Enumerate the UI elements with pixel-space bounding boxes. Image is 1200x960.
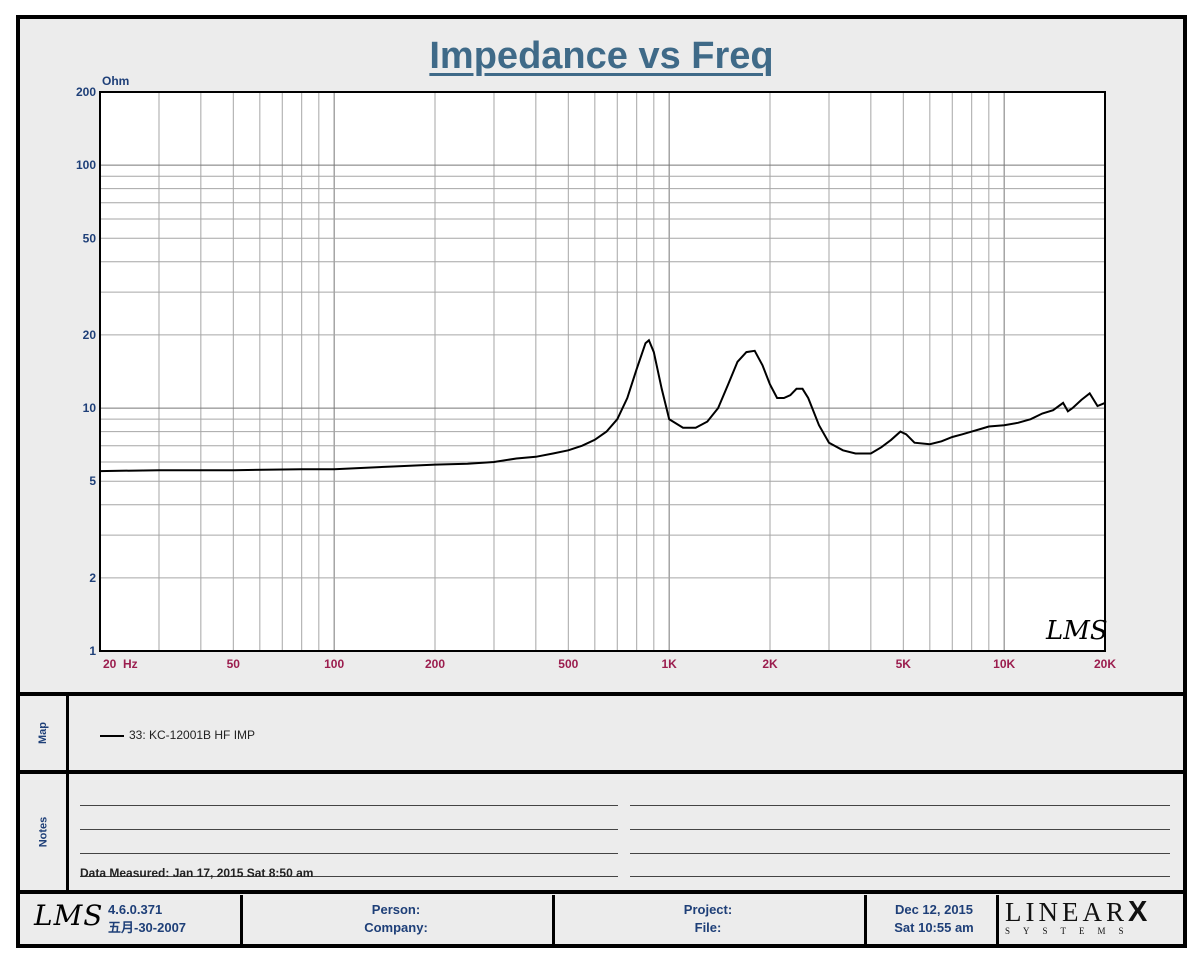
data-measured-text: Data Measured: Jan 17, 2015 Sat 8:50 am: [80, 866, 314, 880]
plot-border: [99, 91, 1106, 652]
version-info: 4.6.0.371 五月-30-2007: [108, 901, 186, 937]
y-tick-label: 2: [89, 571, 96, 585]
legend-entry: 33: KC-12001B HF IMP: [129, 728, 256, 742]
impedance-chart: 1 2 5 10 20 50 100 200 20 Hz 50 100 200 500 1K 2K 5K 10…: [76, 74, 1116, 671]
notes-section-label: Notes: [37, 816, 49, 848]
y-tick-label: 10: [83, 401, 97, 415]
divider: [66, 774, 69, 890]
lms-watermark: LMS: [1045, 616, 1108, 646]
plot-area: [100, 92, 1105, 651]
separator: [20, 770, 1183, 774]
report-time: Sat 10:55 am: [894, 920, 974, 935]
person-label: Person:: [371, 902, 421, 917]
divider: [240, 895, 243, 944]
file-label: File:: [694, 920, 722, 935]
impedance-curve: [99, 338, 1106, 473]
legend-swatch: [100, 735, 124, 737]
report-datetime: Dec 12, 2015 Sat 10:55 am: [870, 901, 998, 937]
y-tick-label: 20: [83, 328, 97, 342]
linearx-logo: LINEARX SYSTEMS: [1005, 896, 1175, 937]
note-line: [80, 829, 618, 830]
x-tick-label: 2K: [762, 657, 778, 671]
company-label: Company:: [364, 920, 428, 935]
note-line: [80, 876, 618, 877]
chart-title: Impedance vs Freq: [429, 35, 774, 77]
note-line: [630, 853, 1170, 854]
brand-x: X: [1127, 896, 1152, 928]
report-date: Dec 12, 2015: [894, 902, 974, 917]
brand-bottom: SYSTEMS: [1005, 926, 1137, 936]
x-tick-label: 100: [324, 657, 344, 671]
lms-logo: LMS: [34, 899, 104, 932]
divider: [552, 895, 555, 944]
person-company: Person: Company:: [246, 901, 546, 937]
separator: [20, 890, 1183, 894]
brand-top: LINEAR: [1005, 897, 1128, 927]
x-tick-label: 200: [425, 657, 445, 671]
map-section-label: Map: [37, 722, 49, 744]
project-label: Project:: [683, 902, 733, 917]
x-tick-label: 500: [558, 657, 578, 671]
y-tick-labels: 1 2 5 10 20 50 100 200: [76, 85, 96, 658]
divider: [864, 895, 867, 944]
note-line: [630, 805, 1170, 806]
x-tick-label: 20 Hz: [103, 657, 138, 671]
note-line: [630, 876, 1170, 877]
grid-lines: [99, 91, 1106, 652]
project-file: Project: File:: [558, 901, 858, 937]
x-tick-label: 5K: [896, 657, 912, 671]
note-line: [80, 805, 618, 806]
y-tick-label: 5: [89, 474, 96, 488]
note-line: [630, 829, 1170, 830]
y-tick-label: 50: [83, 231, 97, 245]
y-tick-label: 1: [89, 644, 96, 658]
x-tick-label: 20K: [1094, 657, 1116, 671]
y-unit-label: Ohm: [102, 74, 129, 88]
version-date: 五月-30-2007: [108, 920, 187, 935]
y-tick-label: 100: [76, 158, 96, 172]
y-tick-label: 200: [76, 85, 96, 99]
separator: [20, 692, 1183, 696]
divider: [996, 895, 999, 944]
x-tick-label: 10K: [993, 657, 1015, 671]
x-tick-label: 50: [227, 657, 241, 671]
x-tick-labels: 20 Hz 50 100 200 500 1K 2K 5K 10K 20K: [103, 657, 1116, 671]
divider: [66, 696, 69, 770]
version-number: 4.6.0.371: [108, 902, 163, 917]
report-frame: Impedance vs Freq 1 2 5 10 20 50 100 200 20 Hz 5…: [16, 15, 1187, 948]
x-tick-label: 1K: [661, 657, 677, 671]
note-line: [80, 853, 618, 854]
